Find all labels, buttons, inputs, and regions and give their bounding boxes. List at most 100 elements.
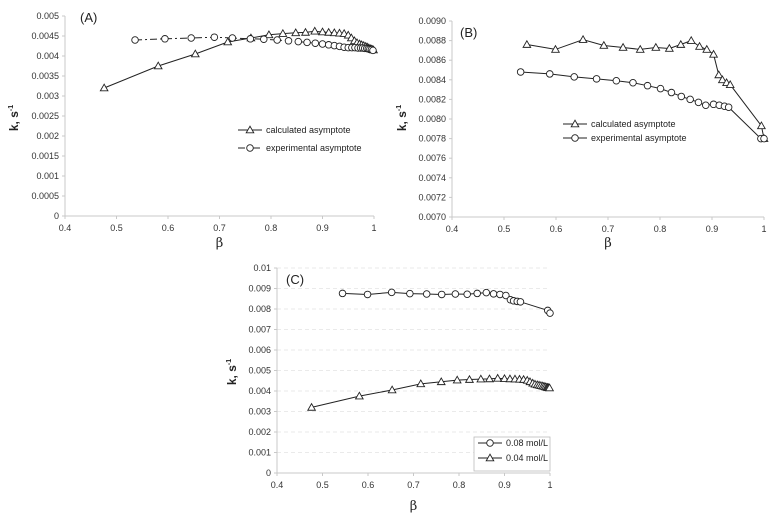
- series-experimental-asymptote: [131, 33, 377, 55]
- y-tick-label: 0.0025: [31, 111, 59, 121]
- chart-panel-c: 0 0.001 0.002 0.003 0.004 0.005 0.006 0.007 0.00…: [225, 263, 555, 514]
- series-calculated-asymptote: [99, 26, 379, 92]
- data-point: [246, 35, 255, 43]
- data-point: [643, 81, 652, 90]
- y-tick-label: 0.001: [36, 171, 59, 181]
- data-point: [131, 36, 139, 44]
- data-point: [354, 391, 364, 400]
- y-tick-label: 0.0015: [31, 151, 59, 161]
- legend-marker-circle-icon: [571, 134, 579, 142]
- y-tick-label: 0.005: [248, 366, 271, 376]
- data-point: [651, 42, 661, 51]
- x-tick-label: 0.6: [362, 480, 375, 490]
- data-point: [311, 39, 320, 47]
- data-point: [463, 290, 471, 298]
- x-tick-label: 0.9: [498, 480, 511, 490]
- data-point: [161, 35, 169, 43]
- y-axis-label: k, s-1: [395, 105, 409, 131]
- data-point: [338, 289, 347, 298]
- data-point: [635, 44, 645, 53]
- data-point: [300, 27, 311, 36]
- data-point: [702, 101, 710, 110]
- data-point: [599, 40, 609, 49]
- data-point: [516, 68, 525, 76]
- panel-label: (A): [80, 10, 97, 25]
- legend-label: calculated asymptote: [591, 119, 676, 129]
- data-point: [278, 28, 288, 37]
- data-point: [694, 98, 703, 107]
- x-tick-label: 0.5: [498, 224, 511, 234]
- data-point: [618, 42, 628, 51]
- data-point: [303, 38, 311, 47]
- y-tick-label: 0.0074: [418, 173, 446, 183]
- panel-label: (C): [286, 272, 304, 287]
- y-axis-label-superscript: -1: [8, 105, 15, 111]
- data-point: [324, 27, 334, 36]
- data-point: [422, 290, 431, 298]
- data-point: [473, 289, 481, 298]
- y-tick-label: 0.0080: [418, 114, 446, 124]
- data-point: [570, 73, 578, 81]
- data-point: [452, 375, 462, 384]
- y-tick-label: 0.003: [248, 407, 271, 417]
- data-point: [464, 374, 475, 383]
- data-point: [484, 374, 495, 383]
- y-tick-label: 0.002: [248, 427, 271, 437]
- data-point: [294, 37, 303, 46]
- x-axis-label: β: [216, 236, 224, 251]
- data-point: [629, 78, 637, 87]
- data-point: [760, 134, 768, 143]
- series-0-08-mol-l: [338, 288, 554, 317]
- data-point: [387, 288, 396, 297]
- data-point: [223, 37, 233, 46]
- series-line: [311, 377, 550, 408]
- legend-label: 0.08 mol/L: [506, 438, 548, 448]
- data-point: [228, 34, 237, 42]
- y-tick-label: 0.0072: [418, 192, 446, 202]
- y-tick-label: 0.002: [36, 131, 59, 141]
- legend-item: 0.04 mol/L: [478, 453, 548, 463]
- data-point: [522, 39, 532, 48]
- y-tick-label: 0.0076: [418, 153, 446, 163]
- data-point: [686, 95, 694, 104]
- data-point: [406, 289, 414, 298]
- data-point: [686, 35, 696, 44]
- data-point: [677, 92, 686, 101]
- x-tick-label: 0.7: [213, 223, 226, 233]
- x-tick-label: 0.6: [162, 223, 175, 233]
- x-axis-label: β: [410, 499, 418, 514]
- legend-marker-circle-icon: [486, 439, 494, 447]
- data-point: [482, 288, 491, 297]
- legend: calculated asymptote experimental asympto…: [238, 125, 362, 153]
- x-axis-label: β: [604, 236, 612, 251]
- data-point: [708, 49, 719, 58]
- x-tick-label: 0.4: [271, 480, 284, 490]
- y-tick-label: 0.0090: [418, 16, 446, 26]
- data-point: [550, 44, 561, 53]
- data-point: [516, 298, 525, 306]
- x-tick-label: 0.7: [602, 224, 615, 234]
- y-axis-label: k, s-1: [7, 105, 21, 131]
- data-point: [717, 75, 727, 84]
- data-point: [667, 88, 676, 97]
- legend: 0.08 mol/L 0.04 mol/L: [473, 436, 551, 472]
- data-point: [725, 79, 735, 89]
- data-point: [210, 33, 219, 41]
- y-tick-label: 0.008: [248, 304, 271, 314]
- y-axis-label-superscript: -1: [226, 359, 233, 365]
- data-point: [329, 28, 339, 37]
- legend-item: 0.08 mol/L: [478, 438, 548, 448]
- data-point: [153, 61, 163, 70]
- x-tick-label: 0.7: [407, 480, 420, 490]
- data-point: [369, 46, 377, 55]
- data-point: [612, 77, 621, 85]
- data-point: [387, 385, 397, 394]
- y-tick-label: 0.006: [248, 345, 271, 355]
- x-tick-label: 0.9: [706, 224, 719, 234]
- legend-label: experimental asymptote: [591, 133, 687, 143]
- data-point: [592, 75, 601, 83]
- x-tick-label: 0.4: [59, 223, 72, 233]
- legend-item: experimental asymptote: [238, 143, 362, 153]
- legend-marker-triangle-icon: [245, 125, 255, 134]
